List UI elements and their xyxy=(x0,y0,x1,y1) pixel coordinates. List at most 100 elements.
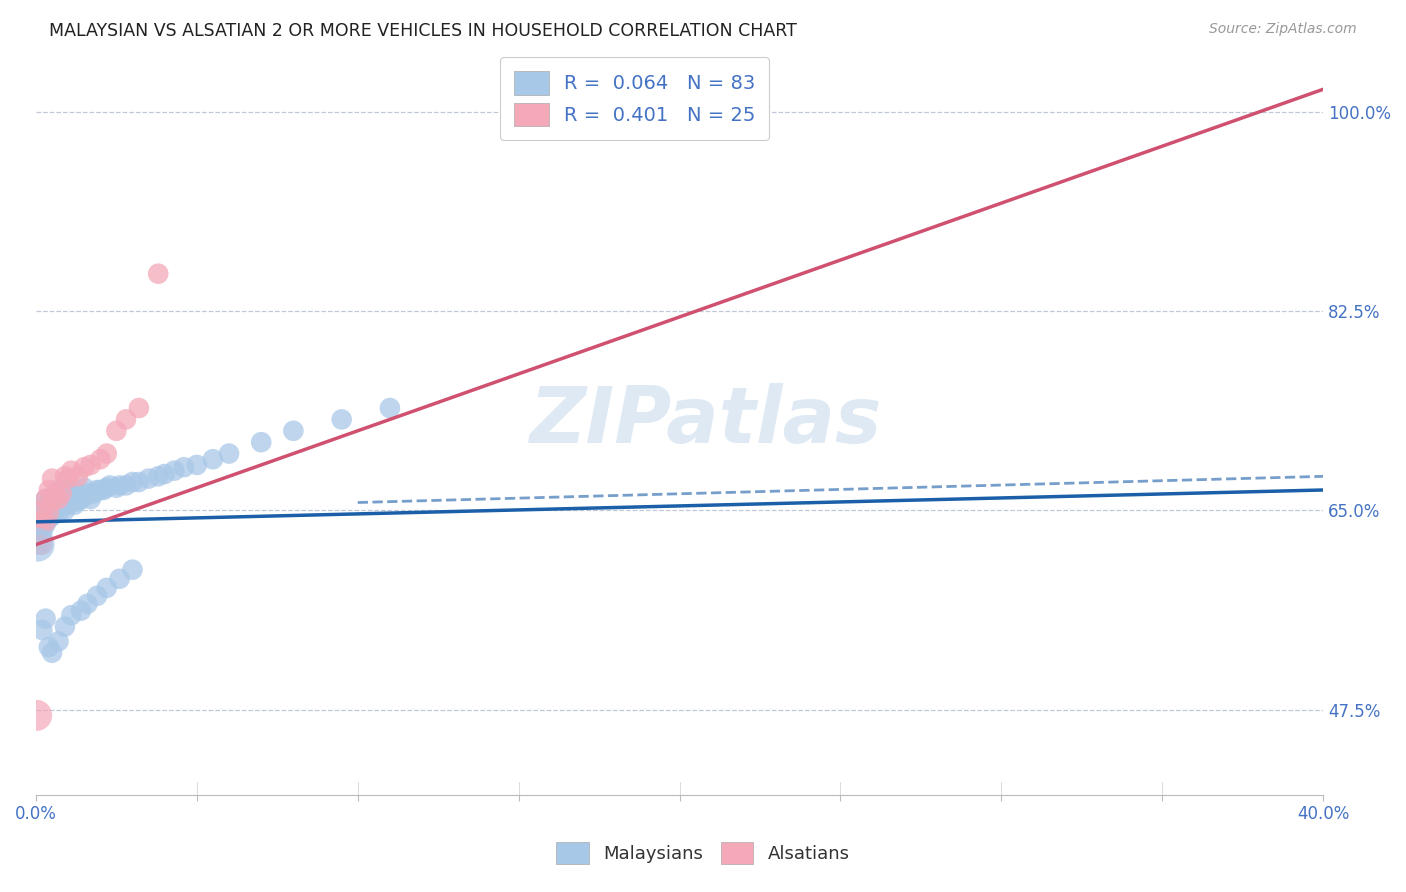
Point xyxy=(28,515,51,529)
Point xyxy=(378,401,401,415)
Point xyxy=(38,483,60,497)
Point xyxy=(60,483,83,497)
Point xyxy=(76,597,98,611)
Point xyxy=(53,486,76,500)
Point xyxy=(173,460,195,475)
Point xyxy=(66,494,89,508)
Point xyxy=(48,492,70,507)
Point xyxy=(51,483,73,497)
Point xyxy=(60,464,83,478)
Point xyxy=(98,478,121,492)
Point xyxy=(34,515,56,529)
Point xyxy=(31,515,53,529)
Point xyxy=(38,640,60,654)
Legend: Malaysians, Alsatians: Malaysians, Alsatians xyxy=(541,828,865,879)
Point xyxy=(41,472,63,486)
Point xyxy=(28,509,51,524)
Point xyxy=(108,572,131,586)
Point xyxy=(41,646,63,660)
Point xyxy=(28,515,51,529)
Point xyxy=(105,424,128,438)
Point xyxy=(70,492,93,507)
Point xyxy=(76,486,98,500)
Point xyxy=(31,526,53,541)
Point xyxy=(34,512,56,526)
Point xyxy=(73,490,96,504)
Point xyxy=(115,412,138,426)
Point xyxy=(31,520,53,534)
Point xyxy=(38,494,60,508)
Point xyxy=(34,506,56,520)
Point xyxy=(56,472,79,486)
Point xyxy=(53,494,76,508)
Point xyxy=(25,708,48,723)
Point xyxy=(41,494,63,508)
Point xyxy=(96,581,118,595)
Point xyxy=(44,486,66,500)
Text: MALAYSIAN VS ALSATIAN 2 OR MORE VEHICLES IN HOUSEHOLD CORRELATION CHART: MALAYSIAN VS ALSATIAN 2 OR MORE VEHICLES… xyxy=(49,22,797,40)
Point xyxy=(27,538,49,552)
Point xyxy=(48,498,70,512)
Point xyxy=(128,401,150,415)
Point xyxy=(41,501,63,516)
Point xyxy=(138,472,160,486)
Point xyxy=(31,509,53,524)
Point xyxy=(51,492,73,507)
Point xyxy=(38,506,60,520)
Point xyxy=(34,492,56,507)
Point xyxy=(70,604,93,618)
Point xyxy=(38,511,60,525)
Point xyxy=(121,475,143,489)
Point xyxy=(28,503,51,517)
Point xyxy=(63,498,86,512)
Point xyxy=(48,506,70,520)
Point xyxy=(44,486,66,500)
Text: ZIPatlas: ZIPatlas xyxy=(529,384,882,459)
Point xyxy=(79,458,101,472)
Point xyxy=(53,503,76,517)
Point xyxy=(96,446,118,460)
Point xyxy=(186,458,208,472)
Point xyxy=(201,452,224,467)
Point xyxy=(56,498,79,512)
Point xyxy=(108,478,131,492)
Point xyxy=(250,435,273,450)
Point xyxy=(34,517,56,532)
Point xyxy=(34,612,56,626)
Point xyxy=(41,509,63,524)
Point xyxy=(31,623,53,637)
Point xyxy=(79,492,101,507)
Point xyxy=(28,538,51,552)
Point xyxy=(148,267,170,281)
Point xyxy=(48,483,70,497)
Text: Source: ZipAtlas.com: Source: ZipAtlas.com xyxy=(1209,22,1357,37)
Point xyxy=(283,424,305,438)
Point xyxy=(44,492,66,507)
Point xyxy=(51,498,73,512)
Point xyxy=(34,498,56,512)
Point xyxy=(73,460,96,475)
Legend: R =  0.064   N = 83, R =  0.401   N = 25: R = 0.064 N = 83, R = 0.401 N = 25 xyxy=(501,57,769,140)
Point xyxy=(96,481,118,495)
Point xyxy=(38,503,60,517)
Point xyxy=(56,492,79,507)
Point xyxy=(128,475,150,489)
Point xyxy=(89,483,111,497)
Point xyxy=(31,503,53,517)
Point xyxy=(73,481,96,495)
Point xyxy=(153,467,176,481)
Point xyxy=(89,452,111,467)
Point xyxy=(83,486,105,500)
Point xyxy=(53,469,76,483)
Point xyxy=(66,486,89,500)
Point xyxy=(51,486,73,500)
Point xyxy=(44,503,66,517)
Point xyxy=(163,464,186,478)
Point xyxy=(66,469,89,483)
Point xyxy=(48,634,70,648)
Point xyxy=(53,619,76,633)
Point xyxy=(330,412,353,426)
Point xyxy=(56,483,79,497)
Point xyxy=(121,563,143,577)
Point xyxy=(60,608,83,623)
